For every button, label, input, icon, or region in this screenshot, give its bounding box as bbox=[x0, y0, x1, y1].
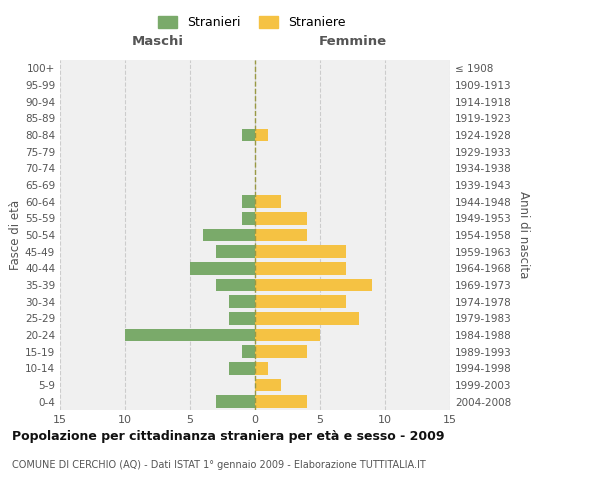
Y-axis label: Anni di nascita: Anni di nascita bbox=[517, 192, 530, 278]
Text: Femmine: Femmine bbox=[319, 36, 386, 49]
Text: COMUNE DI CERCHIO (AQ) - Dati ISTAT 1° gennaio 2009 - Elaborazione TUTTITALIA.IT: COMUNE DI CERCHIO (AQ) - Dati ISTAT 1° g… bbox=[12, 460, 426, 470]
Bar bbox=[242, 196, 255, 208]
Text: Maschi: Maschi bbox=[131, 36, 184, 49]
Bar bbox=[255, 346, 307, 358]
Bar bbox=[255, 196, 281, 208]
Bar bbox=[255, 229, 307, 241]
Legend: Stranieri, Straniere: Stranieri, Straniere bbox=[154, 11, 350, 34]
Bar bbox=[242, 212, 255, 224]
Y-axis label: Fasce di età: Fasce di età bbox=[9, 200, 22, 270]
Bar bbox=[242, 129, 255, 141]
Text: Popolazione per cittadinanza straniera per età e sesso - 2009: Popolazione per cittadinanza straniera p… bbox=[12, 430, 445, 443]
Bar bbox=[190, 262, 255, 274]
Bar bbox=[255, 362, 268, 374]
Bar bbox=[255, 212, 307, 224]
Bar bbox=[255, 396, 307, 408]
Bar bbox=[203, 229, 255, 241]
Bar bbox=[229, 296, 255, 308]
Bar bbox=[255, 246, 346, 258]
Bar bbox=[255, 379, 281, 391]
Bar bbox=[229, 312, 255, 324]
Bar bbox=[216, 279, 255, 291]
Bar bbox=[255, 262, 346, 274]
Bar bbox=[255, 279, 372, 291]
Bar bbox=[255, 329, 320, 341]
Bar bbox=[255, 129, 268, 141]
Bar bbox=[216, 246, 255, 258]
Bar bbox=[216, 396, 255, 408]
Bar bbox=[242, 346, 255, 358]
Bar bbox=[255, 296, 346, 308]
Bar bbox=[125, 329, 255, 341]
Bar bbox=[255, 312, 359, 324]
Bar bbox=[229, 362, 255, 374]
